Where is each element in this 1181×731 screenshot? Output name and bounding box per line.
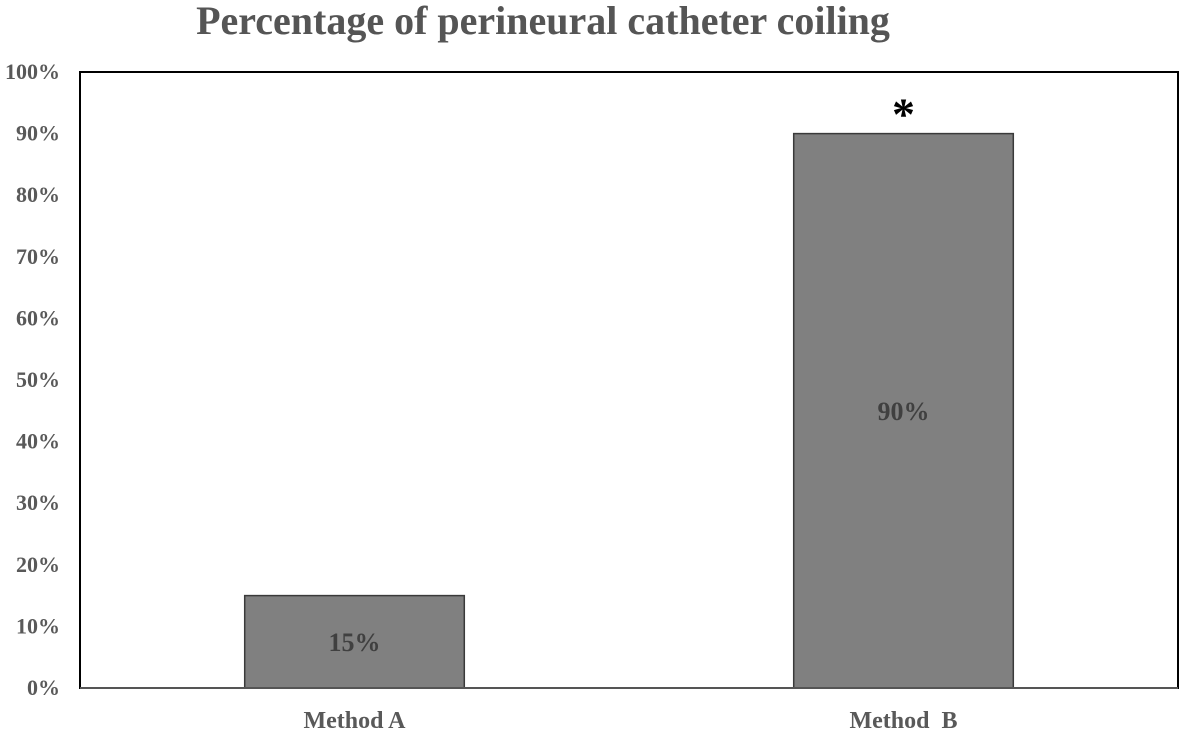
chart-title: Percentage of perineural catheter coilin…	[196, 0, 890, 43]
y-tick-label: 20%	[16, 552, 60, 577]
y-tick-label: 70%	[16, 244, 60, 269]
y-tick-label: 60%	[16, 305, 60, 330]
x-tick-label: Method A	[304, 708, 407, 731]
y-tick-label: 80%	[16, 182, 60, 207]
y-tick-label: 30%	[16, 490, 60, 515]
significance-annotation: *	[892, 89, 915, 140]
y-tick-label: 50%	[16, 367, 60, 392]
y-tick-label: 90%	[16, 121, 60, 146]
bar-data-label: 15%	[329, 628, 381, 657]
bar-data-label: 90%	[878, 397, 930, 426]
y-tick-label: 40%	[16, 429, 60, 454]
y-axis: 0% 10% 20% 30% 40% 50% 60% 70% 80% 90% 100%	[5, 59, 60, 700]
bar	[792, 132, 1015, 689]
y-tick-label: 10%	[16, 613, 60, 638]
y-tick-label: 100%	[5, 59, 60, 84]
y-tick-label: 0%	[27, 675, 60, 700]
bars: 15% 90% *	[243, 89, 1015, 689]
x-tick-label: Method B	[850, 708, 958, 731]
x-axis: Method A Method B	[304, 708, 958, 731]
